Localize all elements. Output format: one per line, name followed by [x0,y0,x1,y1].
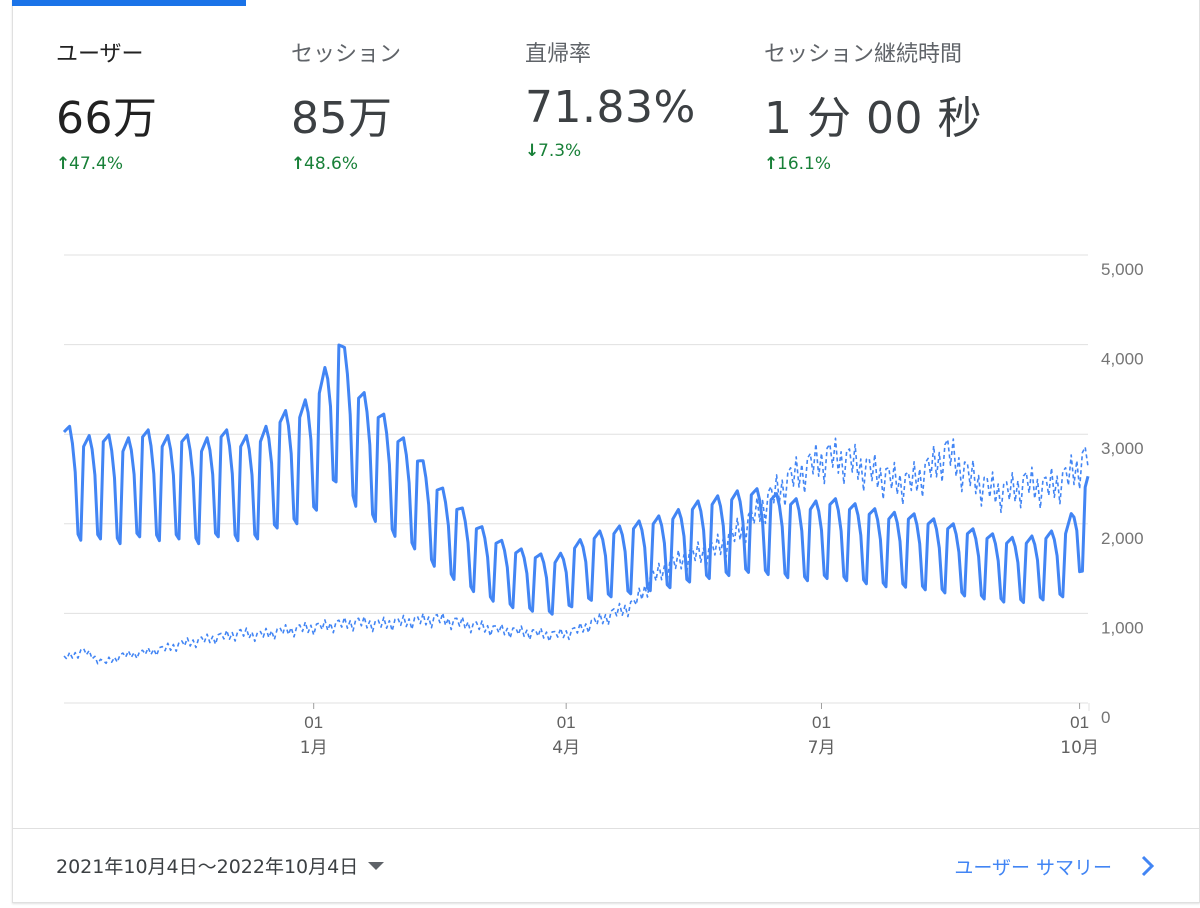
metric-change-value: 7.3% [538,141,582,161]
series-line-solid [62,343,1090,616]
x-tick-month: 10月 [1060,738,1099,758]
selected-metric-indicator [12,0,246,6]
arrow-up-icon: ↑ [291,154,306,174]
metric-value: 66万 [56,93,158,144]
user-summary-link[interactable]: ユーザー サマリー [954,857,1112,879]
x-tick-day: 01 [812,713,831,732]
metric-change: ↑ 47.4% [56,154,158,174]
metric-value: 85万 [291,93,393,144]
footer-divider [12,828,1200,829]
metric-label: セッション [291,42,402,67]
metric-value: 1 分 00 秒 [764,93,982,144]
arrow-up-icon: ↑ [764,154,779,174]
metric-change-value: 16.1% [777,154,832,174]
metric-change-value: 48.6% [304,154,359,174]
date-range-label: 2021年10月4日～2022年10月4日 [56,856,359,878]
x-tick-day: 01 [304,713,323,732]
x-tick-month: 4月 [552,738,580,758]
metric-value: 71.83% [525,82,696,133]
x-tick-day: 01 [557,713,576,732]
y-tick-label: 2,000 [1101,529,1144,548]
metric-bounce-rate[interactable]: 直帰率 71.83% ↓ 7.3% [525,36,696,161]
dropdown-arrow-icon [368,861,385,870]
metric-change-value: 47.4% [69,154,124,174]
y-tick-label: 5,000 [1101,260,1144,279]
x-tick-day: 01 [1070,713,1089,732]
metric-users[interactable]: ユーザー 66万 ↑ 47.4% [56,36,158,174]
metric-sessions[interactable]: セッション 85万 ↑ 48.6% [291,36,401,174]
y-tick-label: 1,000 [1101,618,1144,637]
y-tick-label: 0 [1101,708,1110,727]
x-tick-month: 7月 [808,738,836,758]
chevron-right-icon[interactable] [1138,853,1158,879]
metric-change: ↓ 7.3% [525,141,696,161]
metric-change: ↑ 48.6% [291,154,401,174]
metric-label: ユーザー [56,42,144,67]
metric-label: セッション継続時間 [764,42,963,67]
arrow-up-icon: ↑ [56,154,71,174]
metric-label: 直帰率 [525,42,592,67]
arrow-down-icon: ↓ [525,141,540,161]
date-range-selector[interactable]: 2021年10月4日～2022年10月4日 [56,852,385,879]
metric-change: ↑ 16.1% [764,154,982,174]
y-tick-label: 3,000 [1101,439,1144,458]
series-line-dashed [63,437,1089,665]
metric-session-duration[interactable]: セッション継続時間 1 分 00 秒 ↑ 16.1% [764,36,982,174]
x-tick-month: 1月 [300,738,328,758]
users-trend-chart: 5,000 4,000 3,000 2,000 1,000 0 01 1月 01 4月 01 7月 01… [62,254,1144,758]
y-tick-label: 4,000 [1101,350,1144,369]
